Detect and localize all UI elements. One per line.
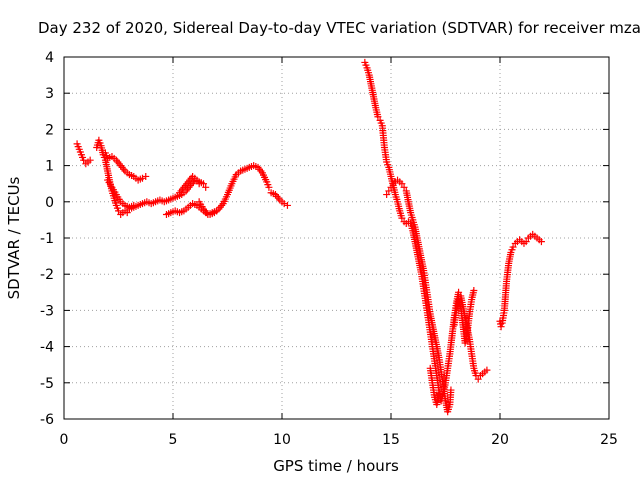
data-point	[374, 113, 382, 121]
data-point	[130, 201, 138, 209]
data-point	[383, 191, 391, 199]
data-point	[86, 156, 94, 164]
x-axis-title: GPS time / hours	[273, 457, 399, 475]
data-point	[455, 288, 463, 296]
data-point	[193, 176, 201, 184]
data-point	[265, 183, 273, 191]
y-tick-label: 2	[45, 122, 54, 138]
y-tick-label: -6	[40, 412, 54, 428]
y-tick-label: -4	[40, 340, 54, 356]
chart-title: Day 232 of 2020, Sidereal Day-to-day VTE…	[38, 19, 640, 37]
data-point	[509, 243, 517, 251]
x-tick-label: 15	[382, 432, 400, 448]
data-point	[385, 187, 393, 195]
y-axis-title: SDTVAR / TECUs	[5, 176, 23, 299]
y-tick-label: -2	[40, 267, 54, 283]
data-point	[213, 207, 221, 215]
data-point	[474, 375, 482, 383]
data-point	[195, 180, 203, 188]
x-tick-label: 25	[600, 432, 618, 448]
x-tick-label: 0	[60, 432, 69, 448]
data-points	[73, 58, 545, 416]
grid	[64, 57, 609, 419]
x-tick-label: 20	[491, 432, 509, 448]
data-point	[400, 183, 408, 191]
y-tick-label: -1	[40, 231, 54, 247]
plot-frame	[63, 56, 610, 420]
data-point	[283, 201, 291, 209]
data-point	[80, 156, 88, 164]
x-tick-label: 10	[273, 432, 291, 448]
y-tick-label: 3	[45, 86, 54, 102]
data-point	[115, 207, 122, 215]
y-tick-label: -5	[40, 376, 54, 392]
data-point	[522, 238, 530, 246]
data-point	[202, 183, 210, 191]
y-tick-label: 1	[45, 159, 54, 175]
data-point	[483, 366, 491, 374]
data-point	[142, 172, 150, 180]
data-point	[398, 214, 406, 222]
data-point	[123, 209, 131, 217]
data-point	[435, 390, 443, 398]
data-point	[497, 323, 505, 331]
data-point	[537, 238, 545, 246]
data-point	[447, 386, 455, 394]
y-tick-label: 4	[45, 50, 54, 66]
data-point	[387, 183, 395, 191]
data-point	[470, 286, 478, 294]
x-tick-label: 5	[169, 432, 178, 448]
data-point	[398, 180, 406, 188]
y-tick-label: 0	[45, 195, 54, 211]
y-tick-label: -3	[40, 303, 54, 319]
